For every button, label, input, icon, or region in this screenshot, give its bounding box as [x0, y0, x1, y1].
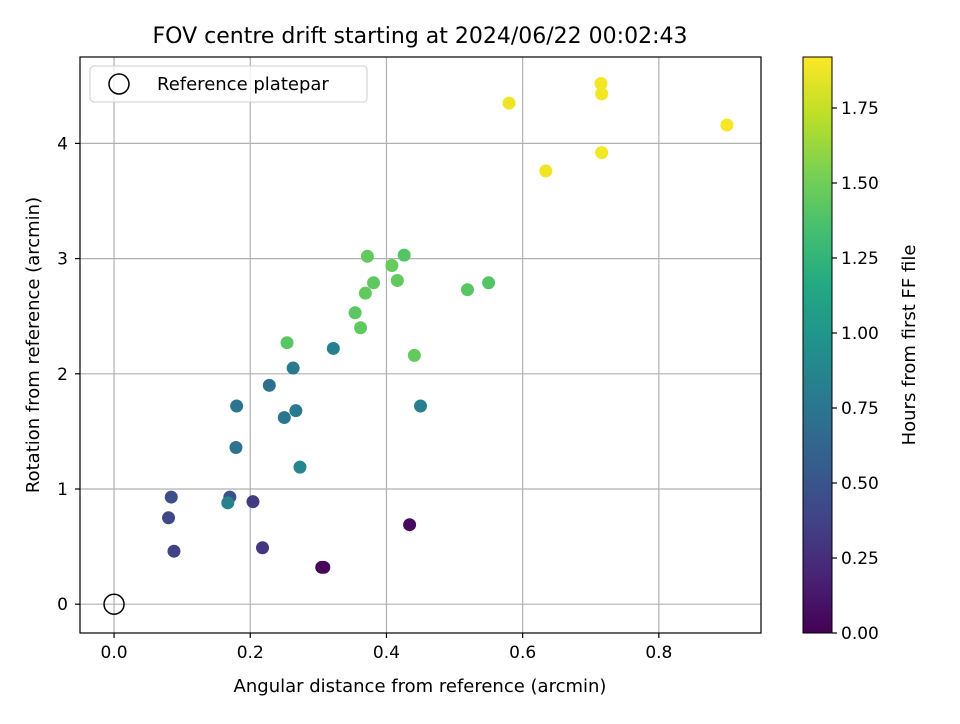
data-point: [229, 441, 243, 455]
colorbar-frame: [802, 56, 833, 634]
colorbar-tick-label: 0.25: [841, 549, 879, 569]
chart-title: FOV centre drift starting at 2024/06/22 …: [153, 24, 688, 49]
data-point: [385, 259, 399, 273]
legend-marker-open-circle: [108, 73, 130, 95]
data-point: [414, 399, 427, 413]
x-tick-label: 0.2: [237, 643, 264, 663]
data-point: [360, 249, 374, 263]
data-points: [103, 76, 734, 615]
data-point: [367, 276, 381, 290]
colorbar-tick-label: 1.25: [841, 249, 879, 269]
y-axis-ticks: 0 1 2 3 4: [57, 134, 80, 615]
data-point: [460, 283, 474, 297]
data-point: [397, 248, 411, 262]
data-point: [595, 146, 609, 160]
y-tick-label: 4: [57, 134, 68, 154]
colorbar-tick-label: 1.50: [841, 174, 879, 194]
data-point: [262, 378, 276, 392]
data-point: [280, 336, 294, 350]
data-point: [720, 118, 734, 132]
y-tick-label: 2: [57, 365, 68, 385]
data-point: [167, 544, 181, 558]
y-tick-label: 0: [57, 595, 68, 615]
data-point: [277, 411, 291, 425]
data-point: [358, 286, 372, 300]
data-point: [482, 276, 496, 290]
colorbar: 0.00 0.25 0.50 0.75 1.00 1.25 1.50 1.75 Hours f…: [802, 56, 920, 644]
x-axis-label: Angular distance from reference (arcmin): [234, 676, 607, 697]
data-point: [289, 404, 303, 418]
data-point: [403, 518, 417, 532]
plot-area-frame: [79, 56, 762, 634]
x-tick-label: 0.0: [101, 643, 128, 663]
legend: Reference platepar: [89, 65, 368, 103]
colorbar-tick-label: 0.50: [841, 474, 879, 494]
data-point: [162, 511, 176, 525]
data-point: [390, 273, 404, 287]
data-point: [230, 399, 244, 413]
data-point: [502, 96, 516, 110]
y-tick-label: 1: [57, 480, 68, 500]
data-point: [293, 460, 307, 474]
colorbar-tick-label: 1.75: [841, 99, 879, 119]
data-point: [164, 490, 178, 504]
data-point: [317, 560, 331, 574]
y-tick-label: 3: [57, 250, 68, 270]
data-point: [594, 76, 608, 90]
data-point: [286, 361, 300, 375]
colorbar-ticks: 0.00 0.25 0.50 0.75 1.00 1.25 1.50 1.75: [832, 99, 879, 644]
x-tick-label: 0.4: [373, 643, 400, 663]
x-tick-label: 0.6: [509, 643, 536, 663]
data-point: [407, 348, 421, 362]
y-axis-label: Rotation from reference (arcmin): [23, 197, 44, 493]
data-point: [354, 321, 368, 335]
data-point: [246, 495, 260, 509]
colorbar-tick-label: 0.75: [841, 399, 879, 419]
x-tick-label: 0.8: [645, 643, 672, 663]
legend-label: Reference platepar: [157, 74, 329, 95]
colorbar-gradient: [803, 57, 832, 633]
data-point: [326, 341, 340, 355]
colorbar-tick-label: 0.00: [841, 624, 879, 644]
reference-platepar-marker: [103, 593, 125, 615]
colorbar-tick-label: 1.00: [841, 324, 879, 344]
data-point: [539, 164, 553, 178]
gridlines: [80, 57, 761, 633]
data-point: [221, 496, 235, 510]
data-point: [348, 306, 362, 320]
colorbar-label: Hours from first FF file: [899, 245, 920, 446]
legend-box: [89, 65, 368, 103]
x-axis-ticks: 0.0 0.2 0.4 0.6 0.8: [101, 633, 672, 663]
data-point: [256, 541, 270, 555]
data-point: [595, 87, 609, 101]
